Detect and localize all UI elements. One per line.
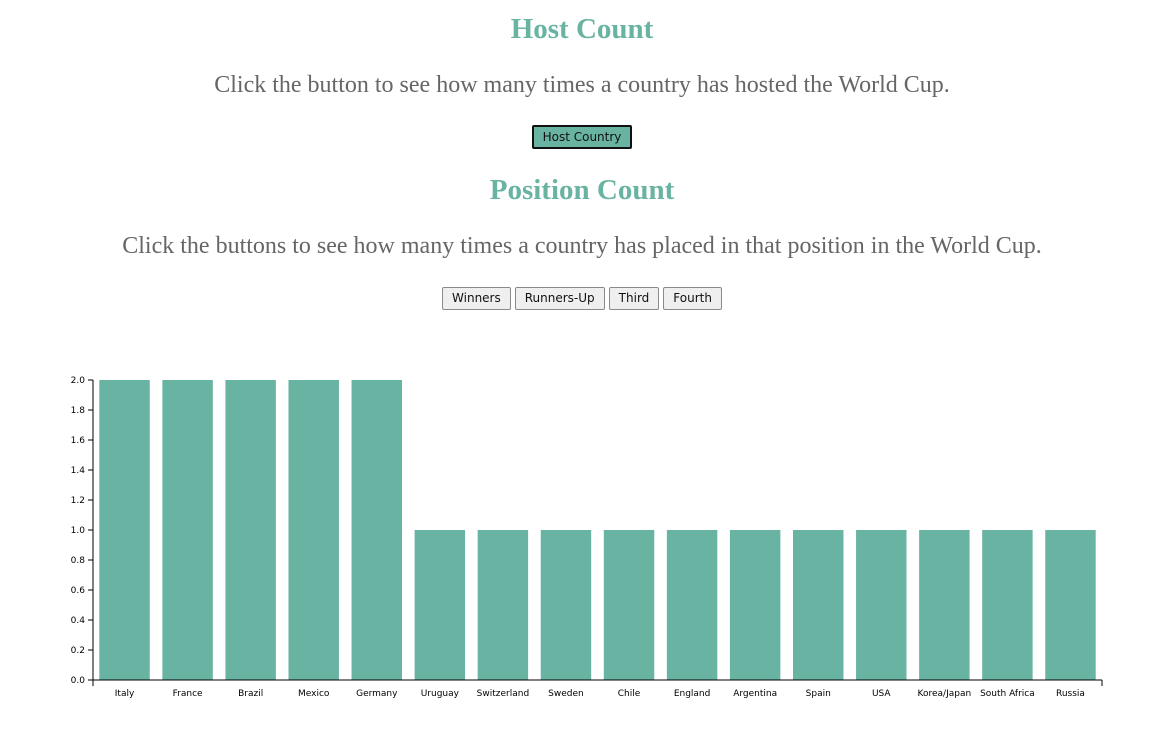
y-tick-label: 2.0	[71, 376, 86, 386]
position-count-title: Position Count	[489, 174, 675, 206]
runners-up-button[interactable]: Runners-Up	[514, 287, 605, 310]
y-tick-label: 0.4	[71, 616, 86, 626]
x-tick-label: France	[173, 689, 203, 699]
x-tick-label: Germany	[356, 689, 398, 699]
y-tick-label: 0.8	[71, 556, 86, 566]
bar-brazil	[225, 380, 276, 680]
host-count-bar-chart: 0.0 0.2 0.4 0.6 0.8 1.0 1.2 1.4 1.6 1.8 2.0 Italy Fr…	[71, 376, 1103, 699]
y-tick-label: 0.0	[71, 676, 86, 686]
position-button-row: Winners Runners-Up Third Fourth	[0, 287, 1164, 310]
y-tick-label: 1.8	[71, 406, 86, 416]
bar-south-africa	[982, 530, 1033, 680]
x-tick-label: Chile	[618, 689, 641, 699]
x-tick-label: USA	[872, 689, 891, 699]
x-tick-label: Uruguay	[421, 689, 460, 699]
y-tick-label: 1.0	[71, 526, 86, 536]
y-tick-label: 1.2	[71, 496, 85, 506]
host-country-button[interactable]: Host Country	[531, 125, 633, 149]
bar-korea-japan	[919, 530, 970, 680]
x-tick-label: Italy	[115, 689, 135, 699]
bar-switzerland	[477, 530, 529, 680]
winners-button[interactable]: Winners	[442, 287, 511, 310]
x-tick-label: Switzerland	[477, 689, 530, 699]
bar-germany	[351, 380, 403, 680]
bar-france	[162, 380, 213, 680]
y-tick-label: 1.6	[71, 436, 86, 446]
y-tick-label: 0.2	[71, 646, 85, 656]
bar-mexico	[288, 380, 339, 680]
bar-sweden	[540, 530, 592, 680]
y-tick-label: 0.6	[71, 586, 86, 596]
x-tick-label: Mexico	[298, 689, 330, 699]
bar-chile	[603, 530, 655, 680]
x-tick-label: Sweden	[548, 689, 584, 699]
x-tick-label: Spain	[806, 689, 831, 699]
x-tick-label: South Africa	[980, 689, 1035, 699]
bar-usa	[856, 530, 907, 680]
third-button[interactable]: Third	[608, 287, 660, 310]
bar-russia	[1045, 530, 1096, 680]
x-tick-label: Russia	[1056, 689, 1085, 699]
host-count-title: Host Count	[510, 13, 654, 45]
x-tick-label: England	[674, 689, 711, 699]
bar-spain	[792, 530, 844, 680]
position-count-description: Click the buttons to see how many times …	[122, 233, 1042, 259]
y-tick-label: 1.4	[71, 466, 86, 476]
bar-england	[666, 530, 718, 680]
x-tick-label: Brazil	[238, 689, 263, 699]
bar-italy	[99, 380, 150, 680]
x-tick-label: Argentina	[733, 689, 777, 699]
x-tick-label: Korea/Japan	[918, 689, 972, 699]
fourth-button[interactable]: Fourth	[663, 287, 722, 310]
bar-uruguay	[414, 530, 466, 680]
host-button-row: Host Country	[0, 125, 1164, 149]
bar-argentina	[729, 530, 781, 680]
host-count-description: Click the button to see how many times a…	[214, 72, 950, 98]
